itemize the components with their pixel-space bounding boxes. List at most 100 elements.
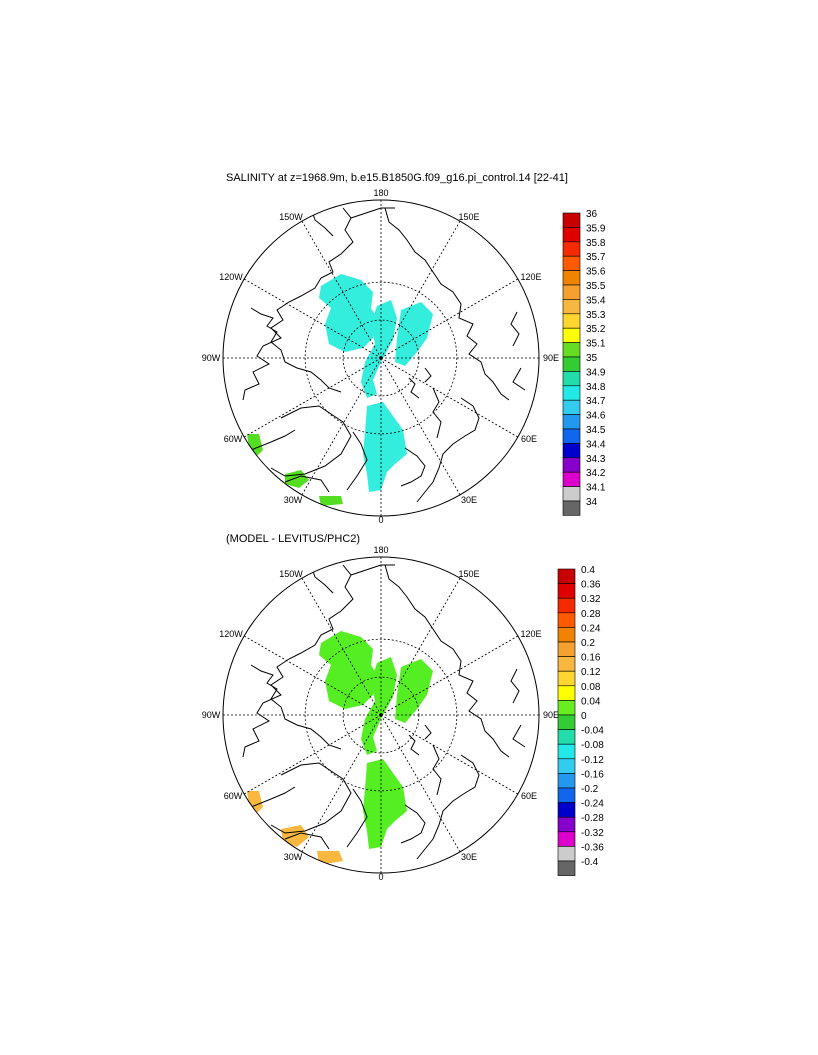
difference-map: 180 150E 120E 90E 60E 30E 0 30W 60W 90W 120W 150W 0.… — [202, 545, 604, 882]
salinity-coastline — [346, 431, 368, 491]
salinity-colorbar-swatch — [562, 299, 581, 315]
difference-title: (MODEL - LEVITUS/PHC2) — [226, 533, 361, 545]
difference-colorbar-swatch — [557, 831, 576, 847]
difference-lon-label: 120E — [520, 629, 541, 639]
salinity-colorbar-label: 35.2 — [586, 324, 606, 335]
salinity-colorbar-label: 35.3 — [586, 310, 606, 321]
difference-coastline — [408, 734, 420, 756]
salinity-colorbar-swatch — [562, 270, 581, 286]
salinity-colorbar-swatch — [562, 457, 581, 473]
salinity-lon-label: 180 — [373, 188, 388, 198]
salinity-colorbar-label: 34.7 — [586, 396, 606, 407]
difference-colorbar-swatch — [557, 656, 576, 672]
salinity-coastline — [510, 311, 520, 347]
difference-coastline — [384, 564, 510, 758]
salinity-fram-strait-patch — [363, 402, 407, 492]
salinity-colorbar-label: 35.9 — [586, 223, 606, 234]
difference-colorbar-label: -0.16 — [581, 769, 604, 780]
salinity-latitude-circle — [304, 281, 458, 435]
salinity-coastline — [242, 207, 354, 401]
difference-lon-label: 180 — [373, 545, 388, 555]
salinity-colorbar-swatch — [562, 313, 581, 329]
difference-colorbar-label: -0.28 — [581, 813, 604, 824]
salinity-colorbar-label: 34.5 — [586, 425, 606, 436]
difference-coastline — [346, 788, 368, 848]
salinity-colorbar-label: 34 — [586, 497, 598, 508]
salinity-meridian — [243, 357, 382, 438]
salinity-coastline — [400, 447, 426, 487]
salinity-map: 180 150E 120E 90E 60E 30E 0 30W 60W 90W 120W 150W 36… — [202, 188, 606, 525]
salinity-colorbar-label: 34.1 — [586, 483, 606, 494]
salinity-colorbar-swatch — [562, 255, 581, 271]
salinity-colorbar-swatch — [562, 443, 581, 459]
salinity-colorbar-label: 35.8 — [586, 238, 606, 249]
difference-lomonosov-ridge-strip — [361, 657, 397, 755]
difference-coastline — [250, 664, 342, 750]
difference-colorbar-swatch — [557, 700, 576, 716]
difference-colorbar-label: 0 — [581, 711, 587, 722]
difference-colorbar-label: 0.32 — [581, 594, 601, 605]
salinity-colorbar-swatch — [562, 428, 581, 444]
salinity-lon-label: 90E — [543, 353, 559, 363]
salinity-lon-label: 60W — [224, 434, 243, 444]
salinity-coastline — [284, 475, 330, 493]
salinity-colorbar-label: 35 — [586, 353, 598, 364]
difference-lon-label: 0 — [378, 872, 383, 882]
salinity-baffin-green-patch — [247, 434, 263, 458]
difference-coastline — [400, 804, 426, 844]
salinity-colorbar-label: 34.3 — [586, 454, 606, 465]
salinity-colorbar-swatch — [562, 284, 581, 300]
salinity-colorbar-swatch — [562, 212, 581, 228]
difference-lon-label: 120W — [219, 629, 243, 639]
salinity-coastline — [416, 397, 480, 503]
difference-colorbar-label: 0.08 — [581, 682, 601, 693]
difference-lon-label: 30E — [461, 852, 477, 862]
salinity-lon-label: 30W — [284, 495, 303, 505]
difference-colorbar-label: -0.08 — [581, 740, 604, 751]
salinity-colorbar-swatch — [562, 241, 581, 257]
salinity-coastline — [270, 405, 352, 477]
difference-fram-strait-patch — [363, 759, 407, 849]
salinity-coastline — [384, 207, 510, 401]
difference-colorbar-swatch — [557, 860, 576, 876]
difference-coastline — [512, 724, 526, 748]
salinity-coastline — [512, 367, 526, 391]
difference-coastline — [432, 744, 442, 796]
salinity-meridian — [380, 357, 519, 438]
difference-colorbar-swatch — [557, 627, 576, 643]
difference-colorbar-swatch — [557, 670, 576, 687]
difference-colorbar-label: 0.04 — [581, 696, 601, 707]
salinity-central-arctic-patch — [319, 274, 377, 352]
difference-colorbar-label: -0.2 — [581, 784, 599, 795]
salinity-map-content — [223, 200, 539, 516]
difference-lon-label: 150W — [279, 569, 303, 579]
difference-colorbar-swatch — [557, 773, 576, 789]
difference-colorbar-swatch — [557, 729, 576, 745]
salinity-lon-label: 150E — [458, 212, 479, 222]
difference-central-arctic-patch — [319, 631, 377, 709]
difference-lon-label: 90W — [202, 710, 221, 720]
difference-colorbar-label: 0.16 — [581, 653, 601, 664]
salinity-coastline — [250, 429, 296, 451]
salinity-colorbar-swatch — [562, 342, 581, 358]
difference-coastline — [284, 832, 330, 850]
salinity-lon-label: 150W — [279, 212, 303, 222]
difference-colorbar-swatch — [557, 743, 576, 760]
salinity-lon-label: 0 — [378, 515, 383, 525]
salinity-title: SALINITY at z=1968.9m, b.e15.B1850G.f09_… — [226, 172, 568, 184]
salinity-nordic-seas-green-patch — [319, 496, 343, 506]
difference-colorbar-swatch — [557, 597, 576, 614]
difference-colorbar-swatch — [557, 816, 576, 833]
difference-lon-label: 90E — [543, 710, 559, 720]
difference-colorbar-label: 0.28 — [581, 609, 601, 620]
difference-coastline — [416, 754, 480, 860]
salinity-colorbar-label: 36 — [586, 209, 598, 220]
difference-colorbar-label: -0.32 — [581, 828, 604, 839]
salinity-map-border — [222, 199, 540, 517]
salinity-coastline — [310, 207, 334, 237]
salinity-coastline — [250, 307, 342, 393]
salinity-colorbar-label: 34.2 — [586, 468, 606, 479]
difference-meridian — [243, 714, 382, 795]
difference-colorbar-swatch — [557, 787, 576, 803]
